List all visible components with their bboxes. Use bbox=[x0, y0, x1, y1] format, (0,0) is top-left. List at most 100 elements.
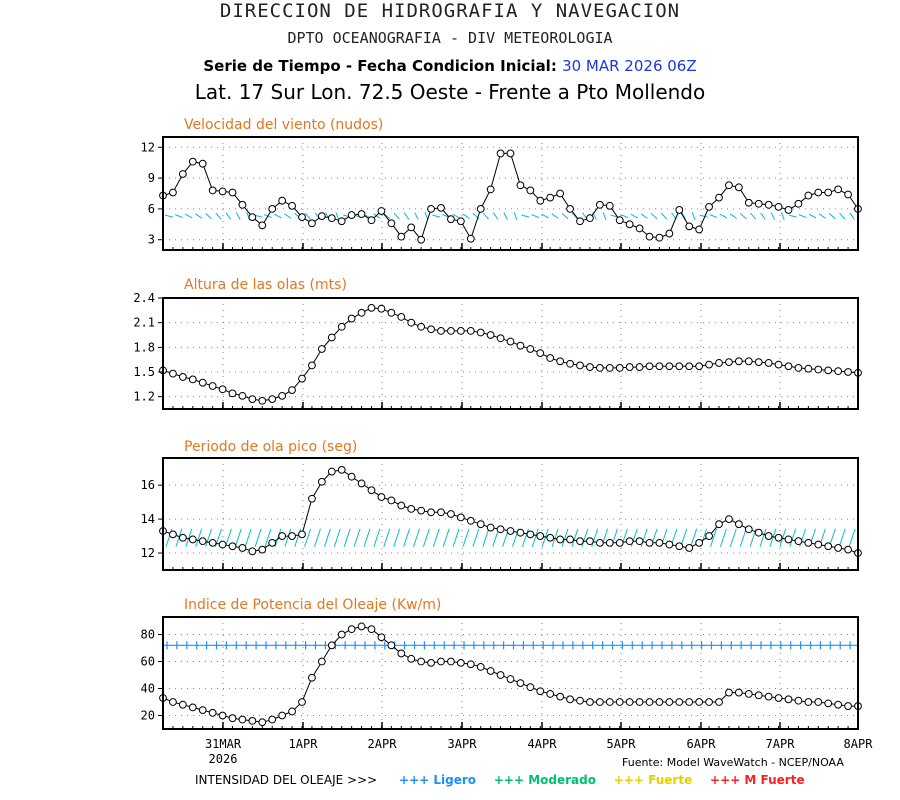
data-point bbox=[635, 363, 644, 371]
data-point bbox=[317, 212, 326, 221]
data-point bbox=[605, 538, 614, 547]
legend-item-moderado: +++ Moderado bbox=[493, 773, 596, 787]
data-point bbox=[665, 698, 674, 706]
data-point bbox=[546, 533, 555, 542]
data-point bbox=[308, 494, 316, 503]
wind-arrow bbox=[561, 213, 569, 220]
wave-dir-arrow bbox=[571, 528, 579, 547]
data-point bbox=[456, 658, 465, 667]
initial-condition-date: 30 MAR 2026 06Z bbox=[562, 57, 697, 75]
data-point bbox=[566, 359, 574, 368]
wave-dir-arrow bbox=[363, 528, 371, 547]
data-point bbox=[844, 545, 852, 554]
data-point bbox=[238, 391, 247, 400]
data-point bbox=[169, 188, 177, 197]
data-point bbox=[814, 188, 823, 197]
intensity-legend: INTENSIDAD DEL OLEAJE >>> +++ Ligero +++… bbox=[195, 773, 819, 787]
data-point bbox=[516, 341, 525, 350]
wave-dir-arrow bbox=[205, 528, 213, 547]
data-point bbox=[744, 198, 753, 207]
data-point bbox=[387, 308, 396, 317]
wind-arrow bbox=[849, 212, 855, 220]
data-point bbox=[407, 654, 416, 663]
x-tick-label: 1APR bbox=[289, 737, 319, 751]
wave-dir-arrow bbox=[422, 528, 430, 547]
data-point bbox=[784, 362, 793, 371]
data-point bbox=[556, 189, 565, 198]
data-point bbox=[228, 542, 237, 551]
y-tick-label: 20 bbox=[141, 709, 155, 723]
data-point bbox=[844, 190, 852, 199]
y-tick-label: 3 bbox=[148, 233, 155, 247]
data-point bbox=[566, 535, 574, 544]
data-point bbox=[337, 217, 346, 226]
data-point bbox=[605, 698, 614, 706]
data-point bbox=[774, 694, 783, 702]
wave-dir-arrow bbox=[403, 528, 411, 547]
data-point bbox=[625, 537, 634, 546]
data-point bbox=[278, 196, 287, 205]
data-point bbox=[456, 217, 465, 226]
wave-dir-arrow bbox=[244, 528, 252, 547]
data-point bbox=[804, 364, 813, 373]
wave-dir-arrow bbox=[254, 528, 262, 547]
data-point bbox=[705, 202, 713, 211]
data-point bbox=[516, 679, 525, 688]
data-point bbox=[754, 528, 763, 537]
data-point bbox=[417, 657, 426, 666]
data-point bbox=[675, 542, 684, 551]
data-point bbox=[546, 354, 555, 362]
y-tick-label: 12 bbox=[141, 140, 155, 154]
data-point bbox=[556, 692, 565, 701]
data-point bbox=[188, 375, 197, 384]
wind-arrow bbox=[650, 213, 658, 220]
data-point bbox=[705, 698, 713, 706]
data-point bbox=[298, 213, 306, 222]
wave-dir-arrow bbox=[581, 528, 589, 547]
data-point bbox=[407, 223, 416, 232]
data-point bbox=[804, 538, 813, 547]
wind-arrow bbox=[521, 214, 530, 218]
y-tick-label: 12 bbox=[141, 546, 155, 560]
data-point bbox=[188, 703, 197, 712]
wave-dir-arrow bbox=[353, 528, 361, 547]
data-point bbox=[715, 698, 723, 706]
data-point bbox=[486, 523, 495, 532]
legend-item-ligero: +++ Ligero bbox=[399, 773, 477, 787]
data-point bbox=[288, 532, 296, 540]
data-point bbox=[417, 506, 426, 515]
data-point bbox=[198, 378, 207, 387]
data-point bbox=[734, 520, 743, 529]
x-tick-label: 5APR bbox=[607, 737, 637, 751]
data-point bbox=[447, 510, 455, 518]
y-tick-label: 14 bbox=[141, 512, 155, 526]
data-point bbox=[407, 505, 416, 513]
data-point bbox=[695, 362, 704, 371]
data-point bbox=[337, 630, 346, 639]
y-tick-label: 80 bbox=[141, 628, 155, 642]
data-point bbox=[536, 687, 545, 696]
y-tick-label: 1.8 bbox=[133, 340, 155, 354]
wind-arrow bbox=[236, 212, 241, 220]
x-tick-label: 2APR bbox=[368, 737, 398, 751]
data-point bbox=[327, 467, 336, 476]
data-point bbox=[397, 501, 406, 510]
data-point bbox=[635, 537, 644, 546]
wind-arrow bbox=[185, 213, 193, 219]
data-point bbox=[308, 219, 316, 228]
panel-title: Altura de las olas (mts) bbox=[184, 277, 347, 293]
series-line bbox=[162, 307, 859, 402]
wind-arrow bbox=[571, 212, 578, 220]
data-point bbox=[725, 358, 733, 367]
wave-dir-arrow bbox=[224, 528, 232, 547]
data-point bbox=[208, 538, 217, 547]
data-point bbox=[407, 318, 416, 327]
data-point bbox=[625, 363, 634, 371]
data-point bbox=[258, 221, 267, 230]
data-point bbox=[595, 200, 604, 209]
data-point bbox=[357, 210, 366, 218]
panel-frame bbox=[162, 297, 859, 410]
wave-dir-arrow bbox=[531, 528, 539, 547]
data-point bbox=[526, 683, 535, 692]
data-point bbox=[824, 366, 833, 375]
